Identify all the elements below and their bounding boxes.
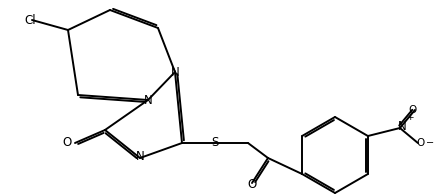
Text: Cl: Cl bbox=[24, 14, 36, 27]
Text: O: O bbox=[248, 178, 257, 191]
Text: N: N bbox=[136, 150, 145, 163]
Text: O: O bbox=[409, 105, 417, 115]
Text: O: O bbox=[417, 138, 425, 148]
Text: N: N bbox=[171, 66, 179, 79]
Text: N: N bbox=[397, 120, 406, 133]
Text: S: S bbox=[211, 137, 219, 150]
Text: −: − bbox=[426, 138, 434, 148]
Text: N: N bbox=[144, 94, 152, 107]
Text: +: + bbox=[406, 113, 414, 122]
Text: O: O bbox=[62, 137, 72, 150]
